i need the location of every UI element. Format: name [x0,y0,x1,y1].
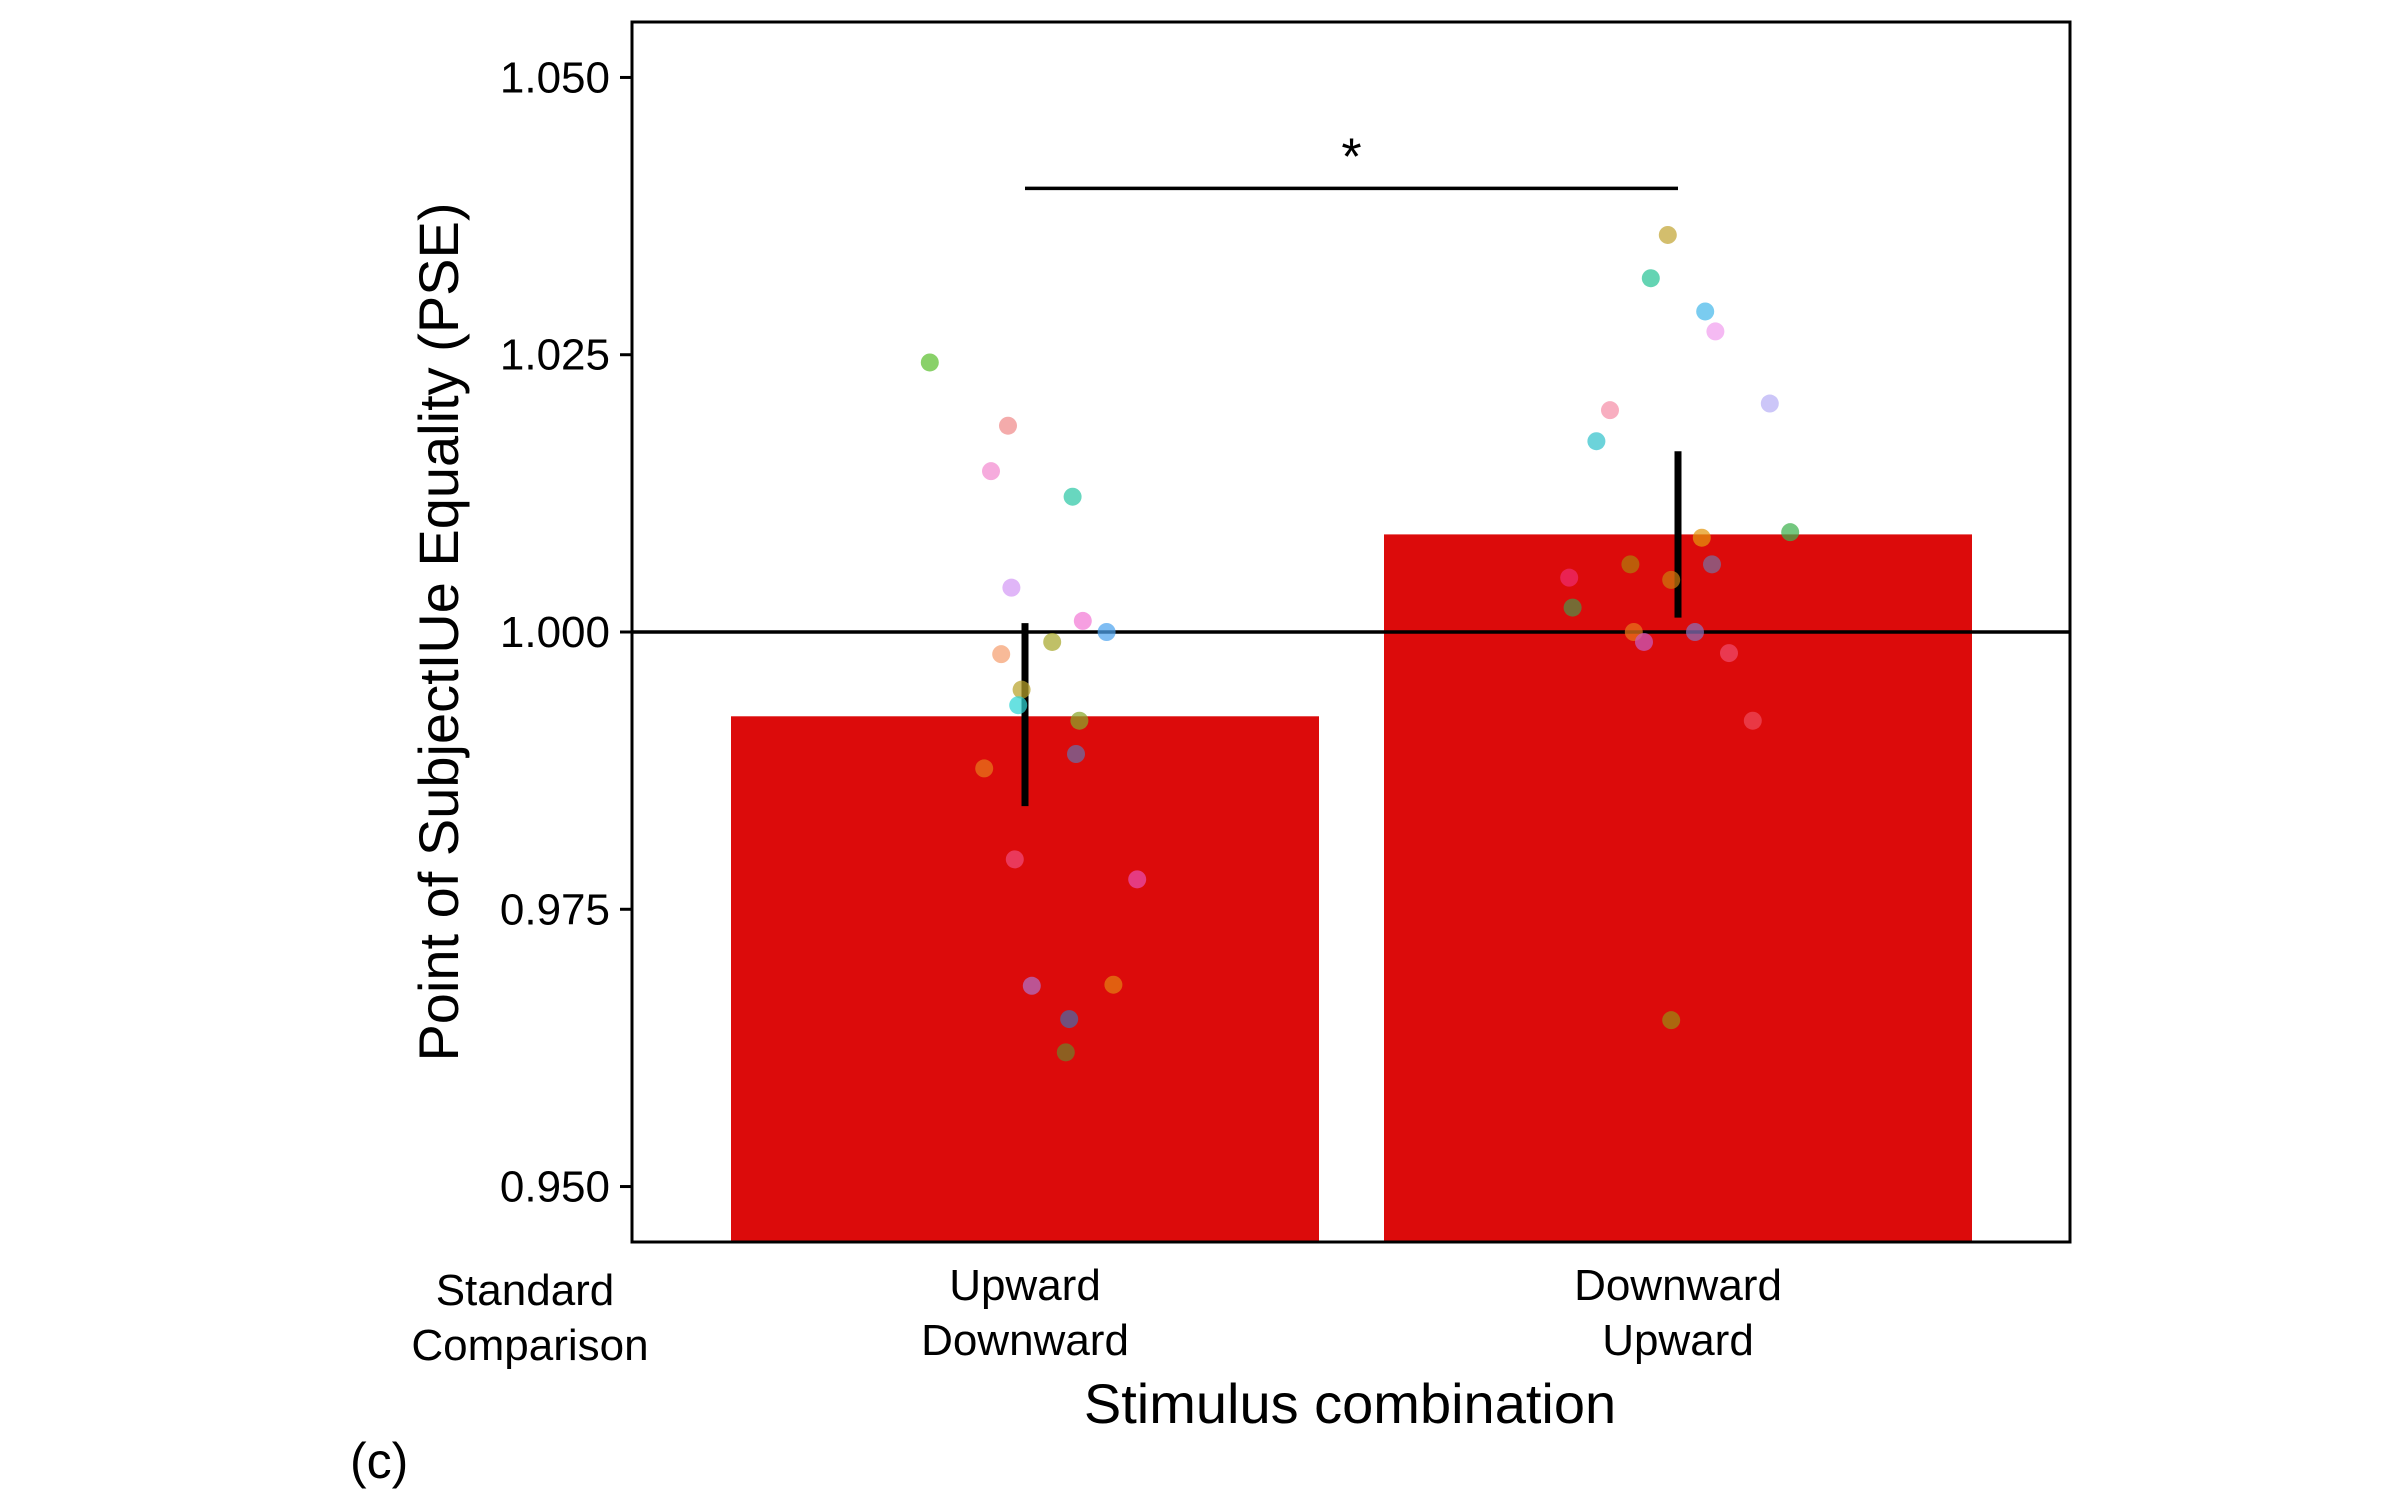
data-point-1-19 [1662,1011,1681,1030]
data-point-1-1 [1641,269,1660,288]
data-point-1-16 [1635,632,1653,651]
data-point-1-7 [1781,523,1800,542]
data-point-0-12 [1067,745,1085,763]
category-0-comparison: Downward [921,1316,1129,1365]
data-point-0-5 [1073,611,1092,630]
x-axis-title: Stimulus combination [1084,1372,1616,1435]
y-axis-title: Point of SubjectIUe Equality (PSE) [407,202,470,1061]
data-point-0-8 [992,645,1011,664]
data-point-1-5 [1601,401,1619,420]
data-point-0-16 [1022,976,1041,995]
significance-star: * [1341,128,1361,186]
y-tick-label-3: 1.025 [500,331,610,380]
data-point-1-4 [1760,394,1779,413]
points-layer [920,225,1800,1062]
data-point-1-17 [1720,644,1738,663]
significance-layer: * [1025,128,1678,191]
y-tick-label-1: 0.975 [500,885,610,934]
data-point-0-14 [1005,850,1024,869]
data-point-0-2 [982,462,1000,481]
data-point-1-0 [1658,225,1677,244]
data-point-0-13 [975,759,994,778]
data-point-1-15 [1686,623,1704,641]
y-tick-label-2: 1.000 [500,608,610,657]
y-tick-label-4: 1.050 [500,53,610,102]
data-point-0-3 [1063,487,1082,506]
panel-label: (c) [350,1433,408,1489]
bar-1 [1384,534,1972,1242]
x-axis: Standard Comparison Upward Downward Down… [411,1261,1782,1370]
data-point-1-2 [1696,302,1715,321]
data-point-1-12 [1662,570,1681,589]
data-point-0-19 [1056,1043,1075,1062]
data-point-1-9 [1621,555,1640,574]
error-bars-layer [1021,451,1682,807]
data-point-1-18 [1743,711,1762,730]
data-point-1-8 [1692,528,1711,547]
row-label-standard: Standard [436,1266,615,1315]
y-tick-label-0: 0.950 [500,1163,610,1212]
data-point-0-11 [1070,711,1089,730]
data-point-0-9 [1012,680,1031,699]
y-axis: 0.950 0.975 1.000 1.025 1.050 [500,53,632,1212]
data-point-0-7 [1043,632,1062,651]
data-point-1-3 [1706,322,1725,341]
data-point-0-4 [1002,578,1021,597]
category-1-standard: Downward [1574,1261,1782,1310]
row-label-comparison: Comparison [411,1321,648,1370]
data-point-1-10 [1703,555,1721,574]
data-point-0-0 [920,353,939,372]
category-0-standard: Upward [949,1261,1101,1310]
category-1-comparison: Upward [1602,1316,1754,1365]
data-point-0-6 [1097,623,1116,641]
data-point-0-10 [1009,696,1028,715]
data-point-0-17 [1104,975,1123,994]
data-point-1-11 [1560,568,1579,587]
data-point-1-13 [1563,598,1582,617]
data-point-0-1 [999,416,1017,435]
data-point-0-18 [1060,1010,1079,1029]
data-point-0-15 [1128,870,1147,889]
data-point-1-6 [1587,432,1606,451]
